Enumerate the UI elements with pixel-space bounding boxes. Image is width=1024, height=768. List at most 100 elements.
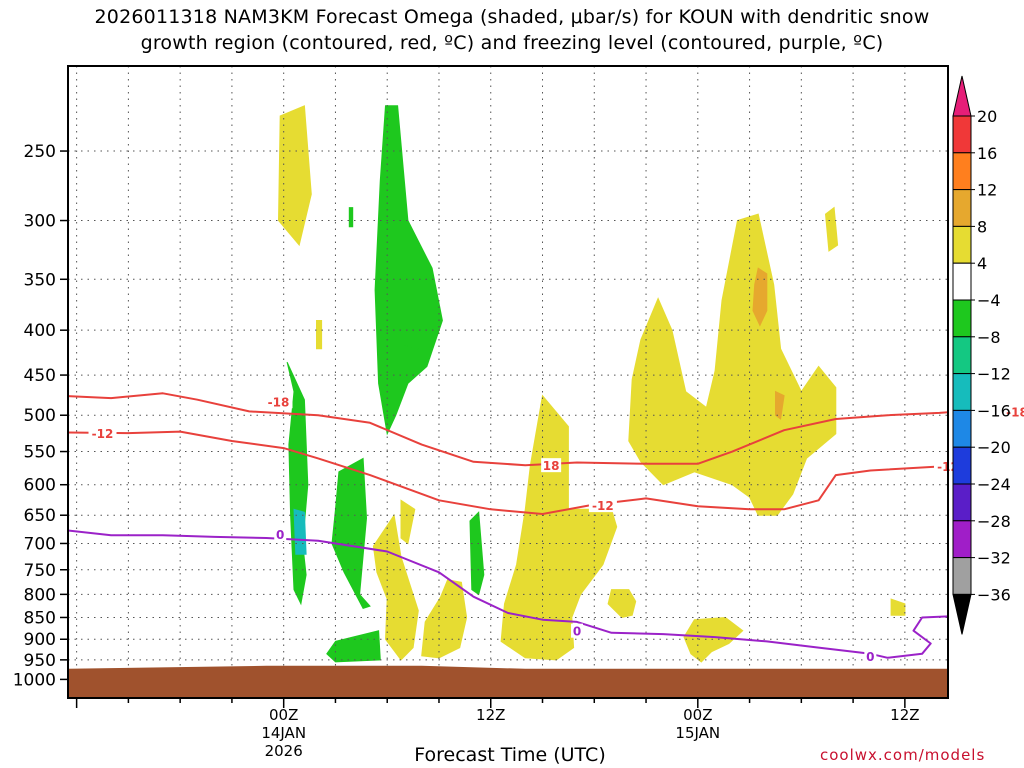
y-tick-label: 350 [24,270,56,290]
y-tick-label: 1000 [13,670,56,690]
colorbar-swatch [952,483,972,522]
contour-label: 0 [276,528,284,542]
contour-label: -18 [1006,405,1024,419]
omega-region-20 [890,598,906,616]
x-tick-label: 15JAN [675,724,720,742]
colorbar-swatch [952,446,972,485]
contour-label: -12 [92,427,114,441]
y-tick-label: 600 [24,476,56,496]
contour-label-bg [1003,404,1024,419]
colorbar-label: 16 [977,144,997,163]
y-tick-label: 250 [24,142,56,162]
y-tick-label: 500 [24,406,56,426]
y-tick-label: 850 [24,608,56,628]
omega-shading [277,105,906,663]
omega-region-14 [628,213,837,516]
plot-frame [67,65,949,699]
x-tick-label: 00Z [683,706,712,724]
contour-label-bg [88,426,117,441]
contour-label-bg [864,648,877,663]
colorbar-bottom-arrow [952,593,972,635]
colorbar-swatch [952,520,972,559]
colorbar-swatch [952,299,972,338]
contour-label-bg [541,458,562,473]
chart-title: 2026011318 NAM3KM Forecast Omega (shaded… [94,6,930,28]
y-tick-label: 700 [24,534,56,554]
y-tick-label: 450 [24,366,56,386]
colorbar-label: −32 [977,549,1011,568]
contours [68,392,948,659]
contour-label: 0 [573,625,581,639]
colorbar-label: 12 [977,181,997,200]
colorbar-label: −12 [977,365,1011,384]
colorbar-swatch [952,336,972,375]
grid [68,66,948,698]
contour-dendritic-snow-1 [68,430,948,515]
omega-region-7 [400,343,419,372]
colorbar-swatch [952,557,972,595]
omega-region-1 [316,320,323,350]
y-axis: 2503003504004505005506006507007508008509… [13,142,68,690]
contour-label: 0 [866,650,874,664]
colorbar-top-arrow [952,75,972,117]
colorbar-label: −36 [977,585,1011,604]
contour-label: -18 [268,395,290,409]
omega-region-0 [277,105,312,247]
x-tick-label: 12Z [890,706,919,724]
omega-region-8 [372,513,419,661]
contour-label: -12 [592,499,614,513]
contour-label-bg [588,498,617,513]
omega-region-15 [752,267,768,327]
colorbar-label: 8 [977,217,987,236]
contour-label: 18 [543,459,560,473]
omega-region-10 [421,579,468,659]
x-tick-label: 00Z [269,706,298,724]
omega-region-17 [824,206,839,252]
colorbar-label: −16 [977,401,1011,420]
contour-label-bg [571,623,584,638]
omega-region-6 [331,457,371,610]
colorbar-swatch [952,409,972,448]
colorbar-label: 4 [977,254,987,273]
colorbar-swatch [952,225,972,264]
omega-region-19 [683,616,744,663]
omega-region-9 [400,499,416,545]
ground [68,665,948,698]
colorbar-label: −20 [977,438,1011,457]
colorbar-label: −24 [977,475,1011,494]
colorbar-label: −8 [977,328,1001,347]
colorbar-swatch [952,152,972,191]
contour-freezing-level-2 [68,529,948,659]
colorbar-swatch [952,373,972,411]
colorbar-label: 20 [977,107,997,126]
omega-region-16 [775,390,785,420]
x-tick-label: 2026 [265,742,303,760]
contour-label-bg [264,394,293,409]
x-tick-label: 12Z [476,706,505,724]
y-tick-label: 800 [24,585,56,605]
contour-dendritic-snow-0 [68,392,948,467]
y-tick-label: 300 [24,212,56,232]
y-tick-label: 950 [24,651,56,671]
chart-subtitle: growth region (contoured, red, ºC) and f… [140,32,884,54]
colorbar-swatch [952,189,972,227]
x-tick-label: 14JAN [261,724,306,742]
y-tick-label: 400 [24,321,56,341]
x-axis-label: Forecast Time (UTC) [414,744,606,766]
site-credit: coolwx.com/models [820,746,986,764]
colorbar: 20 16 12 8 4 −4 −8 −12 −16 −20 −24 −28 −32 −36 [952,75,1011,635]
y-tick-label: 550 [24,443,56,463]
omega-region-13 [326,630,381,663]
omega-region-5 [293,508,307,555]
contour-label-bg [274,527,287,542]
ground-terrain [68,665,948,698]
omega-region-2 [374,105,443,436]
colorbar-swatch [952,262,972,301]
omega-region-3 [348,207,354,228]
colorbar-label: −28 [977,512,1011,531]
colorbar-swatch [952,115,972,154]
y-tick-label: 650 [24,506,56,526]
colorbar-label: −4 [977,291,1001,310]
